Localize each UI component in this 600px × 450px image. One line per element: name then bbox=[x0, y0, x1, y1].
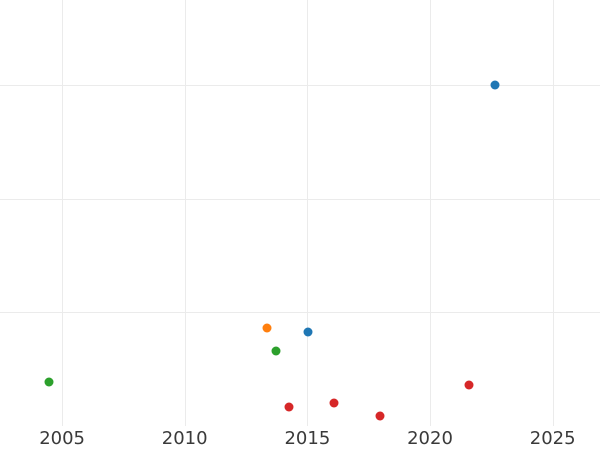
scatter-point-green bbox=[44, 377, 54, 387]
x-tick-label-2025: 2025 bbox=[529, 428, 576, 449]
gridline-horizontal bbox=[0, 84, 600, 86]
scatter-point-red bbox=[329, 398, 339, 408]
scatter-point-red bbox=[375, 411, 384, 421]
scatter-point-red bbox=[284, 402, 294, 412]
gridline-horizontal bbox=[0, 198, 600, 200]
scatter-point-blue bbox=[303, 327, 313, 337]
scatter-point-blue bbox=[490, 80, 500, 90]
gridline-vertical-2005 bbox=[62, 0, 64, 426]
scatter-point-red bbox=[464, 380, 474, 390]
plot-area bbox=[0, 0, 600, 426]
scatter-point-green bbox=[271, 346, 281, 356]
x-tick-label-2020: 2020 bbox=[407, 428, 453, 449]
gridline-vertical-2025 bbox=[552, 0, 554, 426]
x-tick-label-2010: 2010 bbox=[161, 428, 208, 449]
x-tick-label-2015: 2015 bbox=[284, 428, 331, 449]
gridline-horizontal bbox=[0, 312, 600, 314]
scatter-point-orange bbox=[262, 323, 272, 333]
x-tick-label-2005: 2005 bbox=[39, 428, 85, 449]
gridline-vertical-2015 bbox=[307, 0, 309, 426]
gridline-vertical-2020 bbox=[430, 0, 431, 426]
gridline-vertical-2010 bbox=[184, 0, 186, 426]
